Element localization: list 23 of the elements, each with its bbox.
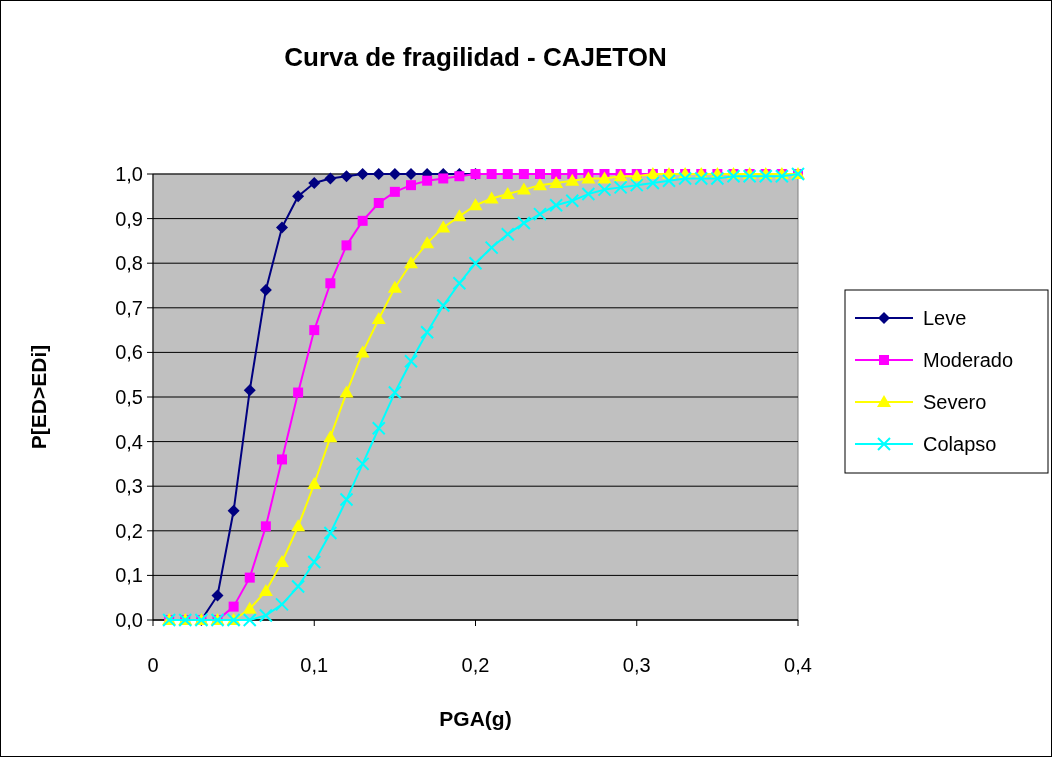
- y-tick-label: 0,1: [115, 564, 143, 587]
- x-tick-label: 0,3: [622, 654, 651, 676]
- legend-label: Leve: [923, 307, 967, 329]
- y-tick-label: 0,3: [115, 475, 143, 498]
- chart-title: Curva de fragilidad - CAJETON: [284, 42, 667, 72]
- x-tick-label: 0,1: [300, 654, 329, 676]
- y-tick-label: 0,2: [115, 519, 143, 542]
- y-axis-title: P[ED>EDi]: [27, 344, 50, 450]
- legend-label: Colapso: [923, 433, 997, 455]
- y-tick-label: 0,8: [115, 252, 143, 275]
- x-tick-label: 0: [147, 654, 159, 676]
- x-axis-title: PGA(g): [439, 707, 512, 730]
- y-tick-label: 0,5: [115, 386, 143, 408]
- y-tick-label: 0,9: [115, 207, 143, 230]
- y-tick-label: 0,6: [115, 341, 143, 364]
- legend-label: Moderado: [923, 349, 1014, 371]
- y-tick-label: 0,4: [115, 430, 143, 453]
- y-tick-label: 0,7: [115, 296, 143, 319]
- y-tick-label: 0,0: [115, 609, 143, 631]
- legend-label: Severo: [923, 391, 987, 413]
- x-tick-label: 0,2: [461, 654, 490, 676]
- x-tick-label: 0,4: [784, 654, 812, 676]
- y-tick-label: 1,0: [115, 163, 143, 185]
